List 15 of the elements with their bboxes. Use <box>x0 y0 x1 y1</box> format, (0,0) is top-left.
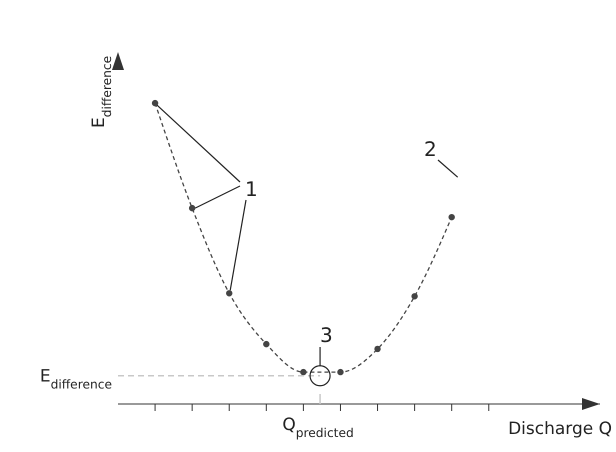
annotation: 1 <box>245 177 258 201</box>
point <box>152 100 158 106</box>
point <box>300 368 307 376</box>
text: E$_{difference}$ <box>40 366 112 392</box>
annotation: 3 <box>320 323 333 347</box>
point <box>188 204 196 212</box>
text: Q$_{predicted}$ <box>282 415 354 440</box>
point <box>226 290 232 296</box>
point <box>374 346 381 352</box>
point <box>448 214 455 220</box>
annotation: 2 <box>424 137 437 161</box>
x-axis-title: Discharge Q <box>508 419 612 439</box>
point <box>337 368 344 376</box>
point <box>263 340 270 348</box>
point <box>411 293 418 300</box>
